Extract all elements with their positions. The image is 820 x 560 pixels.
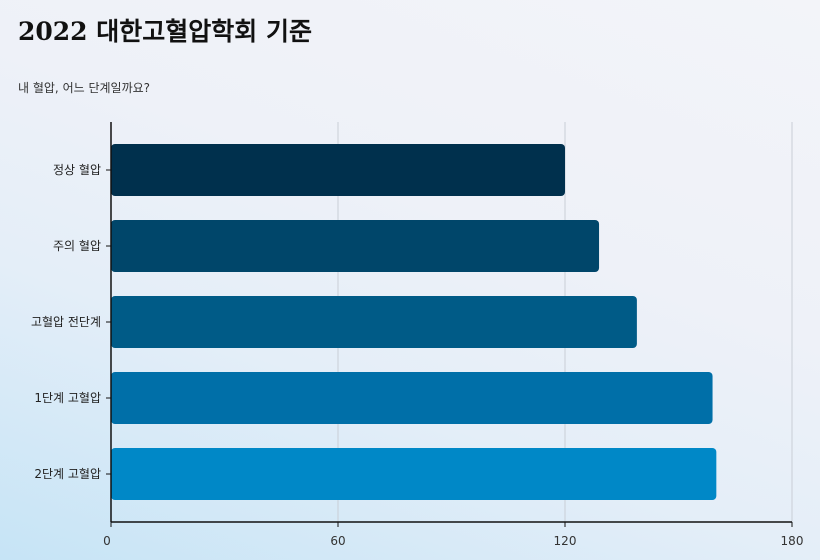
bar-4 [111, 372, 713, 424]
category-label-4: 1단계 고혈압 [34, 391, 101, 405]
bar-1 [111, 144, 565, 196]
bar-5 [111, 448, 717, 500]
x-tick-label-1: 60 [330, 534, 345, 548]
category-label-5: 2단계 고혈압 [34, 467, 101, 481]
x-tick-label-2: 120 [554, 534, 577, 548]
category-label-3: 고혈압 전단계 [31, 315, 101, 329]
x-tick-label-0: 0 [103, 534, 111, 548]
x-tick-label-3: 180 [781, 534, 804, 548]
category-label-2: 주의 혈압 [53, 239, 101, 253]
category-label-1: 정상 혈압 [53, 163, 101, 177]
chart-title: 2022 대한고혈압학회 기준 [18, 17, 312, 46]
bar-3 [111, 296, 637, 348]
chart-subtitle: 내 혈압, 어느 단계일까요? [18, 81, 151, 95]
bar-2 [111, 220, 600, 272]
